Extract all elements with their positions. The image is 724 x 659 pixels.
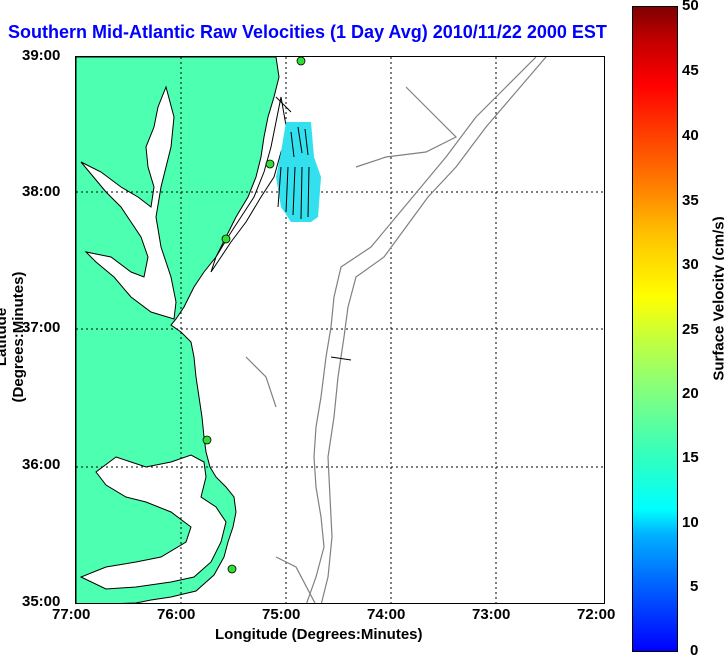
bathymetry-contours — [245, 57, 547, 603]
station-marker — [227, 564, 237, 574]
y-tick-label: 37:00 — [22, 319, 61, 336]
x-tick-label: 73:00 — [472, 606, 511, 623]
x-tick-label: 74:00 — [367, 606, 406, 623]
velocity-vectors — [275, 96, 352, 361]
colorbar-tick: 20 — [682, 385, 699, 402]
title-area: Southern Mid-Atlantic Raw Velocities (1 … — [0, 0, 630, 55]
colorbar-title: Surface Velocity (cm/s) — [710, 216, 724, 381]
y-tick-label: 38:00 — [22, 183, 61, 200]
station-marker — [202, 435, 212, 445]
x-axis-label: Longitude (Degrees:Minutes) — [215, 626, 423, 643]
colorbar-tick: 10 — [682, 514, 699, 531]
y-tick-label: 35:00 — [22, 593, 61, 610]
colorbar-tick: 25 — [682, 321, 699, 338]
grid-lines — [76, 57, 604, 603]
x-tick-label: 75:00 — [262, 606, 301, 623]
land-mass — [76, 57, 280, 603]
velocity-patch — [276, 122, 321, 222]
station-marker — [221, 234, 231, 244]
station-marker — [265, 159, 275, 169]
y-axis-label: Latitude (Degrees:Minutes) — [0, 271, 27, 403]
y-tick-label: 39:00 — [22, 47, 61, 64]
map-plot-area — [75, 56, 605, 604]
y-tick-label: 36:00 — [22, 456, 61, 473]
station-marker — [296, 57, 306, 66]
colorbar-tick: 50 — [682, 0, 699, 14]
colorbar-tick: 5 — [690, 578, 699, 595]
colorbar-tick: 35 — [682, 192, 699, 209]
x-tick-label: 76:00 — [157, 606, 196, 623]
plot-title: Southern Mid-Atlantic Raw Velocities (1 … — [8, 22, 607, 42]
colorbar-tick: 30 — [682, 256, 699, 273]
colorbar-tick: 15 — [682, 449, 699, 466]
chesapeake-bay — [80, 85, 177, 320]
x-tick-label: 72:00 — [577, 606, 616, 623]
x-tick-label: 77:00 — [52, 606, 91, 623]
pamlico-sound — [79, 454, 227, 590]
colorbar-tick: 45 — [682, 62, 699, 79]
colorbar-tick: 0 — [690, 642, 699, 659]
velocity-colorbar — [632, 6, 678, 652]
colorbar-tick: 40 — [682, 127, 699, 144]
map-svg — [76, 57, 604, 603]
hf-radar-stations — [202, 57, 306, 574]
